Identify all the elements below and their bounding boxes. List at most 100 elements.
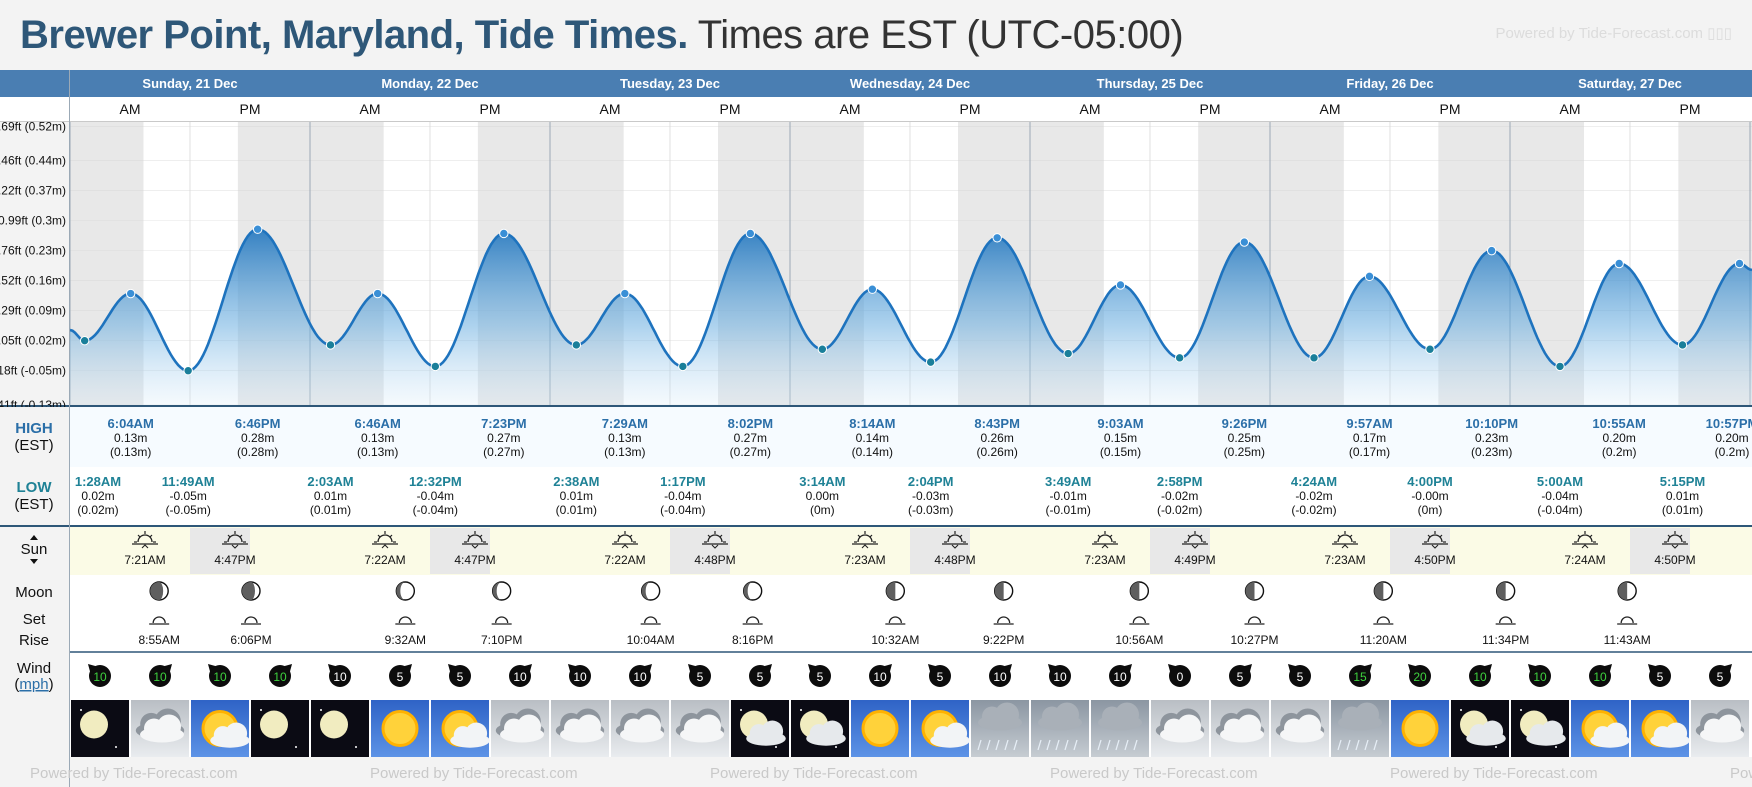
- wind-speed: 5: [1297, 670, 1304, 684]
- wind-circle: [1229, 665, 1251, 687]
- wind-direction-arrow: [87, 663, 96, 672]
- weather-icon-rain: [1031, 700, 1089, 757]
- moon-arc: [888, 616, 902, 624]
- high-tide-time: 9:26PM: [1222, 416, 1268, 431]
- weather-icon-partly-sunny: [911, 700, 970, 757]
- wind-badge: 10: [87, 663, 111, 687]
- sunset-time: 4:50PM: [1414, 553, 1455, 567]
- moon-phase-icon: [241, 581, 261, 601]
- moon-shadow: [1618, 582, 1628, 600]
- sunrise-icon: [372, 531, 398, 549]
- moon-arc: [1499, 616, 1513, 624]
- wind-speed: 5: [1657, 670, 1664, 684]
- high-tide-time: 8:43PM: [974, 416, 1020, 431]
- wind-speed: 5: [757, 670, 764, 684]
- sunset-icon: [222, 531, 248, 549]
- wind-direction-arrow: [1047, 663, 1056, 672]
- sunrise-icon: [1332, 531, 1358, 549]
- low-tide-point: [678, 361, 688, 372]
- high-row-label: HIGH: [15, 420, 53, 437]
- weather-icon-night-cloudy: [791, 700, 849, 757]
- wind-unit-link[interactable]: mph: [19, 676, 48, 693]
- footer-band: [0, 757, 1752, 787]
- high-tide-height: 0.26m: [980, 431, 1013, 445]
- wind-direction-arrow: [764, 663, 773, 672]
- sunrise-icon: [1092, 531, 1118, 549]
- high-tide-height-paren: (0.27m): [730, 445, 771, 459]
- moon-glyph: [80, 710, 108, 739]
- sun-arc: [1337, 534, 1353, 543]
- high-tide-height: 0.20m: [1602, 431, 1635, 445]
- wind-circle: [989, 665, 1011, 687]
- day-label: Thursday, 25 Dec: [1097, 76, 1204, 91]
- sun-ray: [857, 534, 861, 538]
- high-tide-height-paren: (0.26m): [976, 445, 1017, 459]
- low-tide-point: [571, 340, 582, 350]
- sun-ray: [479, 534, 483, 538]
- rain-drop: [1046, 739, 1051, 751]
- sunset-time: 4:48PM: [694, 553, 735, 567]
- moon-phase-icon: [1244, 581, 1265, 601]
- sun-ray: [1427, 534, 1431, 538]
- sunset-time: 4:49PM: [1174, 553, 1215, 567]
- wind-circle: [569, 665, 591, 687]
- star: [355, 746, 357, 748]
- wind-badge: 5: [1709, 663, 1733, 687]
- cloud-shape: [1297, 714, 1321, 739]
- wind-direction-arrow: [1287, 663, 1296, 672]
- sun-ray: [1577, 534, 1581, 538]
- wind-badge: 5: [447, 663, 471, 687]
- wind-speed: 5: [697, 670, 704, 684]
- high-tide-point: [867, 284, 878, 294]
- moon-shadow: [1130, 582, 1140, 600]
- rain-drop: [1097, 739, 1102, 751]
- sun-down-arrow: [30, 559, 38, 564]
- high-tide-height: 0.25m: [1228, 431, 1261, 445]
- cloud-shape: [995, 702, 1019, 727]
- moon-arc: [495, 616, 509, 624]
- low-tide-point: [325, 340, 336, 350]
- wind-badge: 10: [1469, 663, 1493, 687]
- weather-icon-rain: [971, 700, 1029, 757]
- moon-row-label: Moon: [15, 584, 53, 601]
- wind-direction-arrow: [1244, 663, 1253, 672]
- sun-ray: [959, 534, 963, 538]
- paren-open: (: [14, 676, 19, 693]
- sun-ray: [1589, 534, 1593, 538]
- weather-icon-night-cloudy: [1511, 700, 1569, 757]
- wind-badge: 10: [869, 663, 893, 687]
- rain-drop: [986, 739, 991, 751]
- sunrise-arrow: [381, 544, 389, 549]
- wind-direction-arrow: [1407, 663, 1416, 672]
- moon-arc: [997, 616, 1011, 624]
- powered-by-footer: Powered by Tide-Forecast.com: [370, 765, 578, 782]
- weather-icon-cloudy: [491, 700, 549, 757]
- low-tide-height-paren: (-0.01m): [1045, 503, 1090, 517]
- moon-arc: [1620, 616, 1634, 624]
- cloud-shape: [577, 714, 601, 739]
- weather-icon-sunny: [851, 700, 909, 757]
- rain-drop: [1337, 739, 1342, 751]
- wind-speed: 10: [873, 670, 887, 684]
- wind-badge: 20: [1407, 663, 1431, 687]
- high-tide-height: 0.20m: [1715, 431, 1748, 445]
- moon-phase-icon: [1495, 581, 1516, 601]
- wind-circle: [1589, 665, 1611, 687]
- wind-circle: [689, 665, 711, 687]
- high-tide-height-paren: (0.15m): [1100, 445, 1141, 459]
- cloud-shape: [1237, 714, 1261, 739]
- moon-glyph: [260, 710, 288, 739]
- low-tide-height: 0.01m: [560, 489, 593, 503]
- high-tide-time: 6:46AM: [355, 416, 401, 431]
- star: [320, 709, 322, 711]
- title-location: Brewer Point, Maryland, Tide Times.: [20, 13, 688, 57]
- pm-label: PM: [720, 101, 741, 117]
- high-tide-time: 8:14AM: [849, 416, 895, 431]
- sun-glyph: [381, 710, 419, 747]
- sun-up-arrow: [30, 535, 38, 540]
- wind-circle: [1109, 665, 1131, 687]
- rain-drop: [1064, 739, 1069, 751]
- moonrise-time: 11:20AM: [1360, 633, 1407, 647]
- star: [775, 746, 777, 748]
- high-tide-time: 8:02PM: [728, 416, 774, 431]
